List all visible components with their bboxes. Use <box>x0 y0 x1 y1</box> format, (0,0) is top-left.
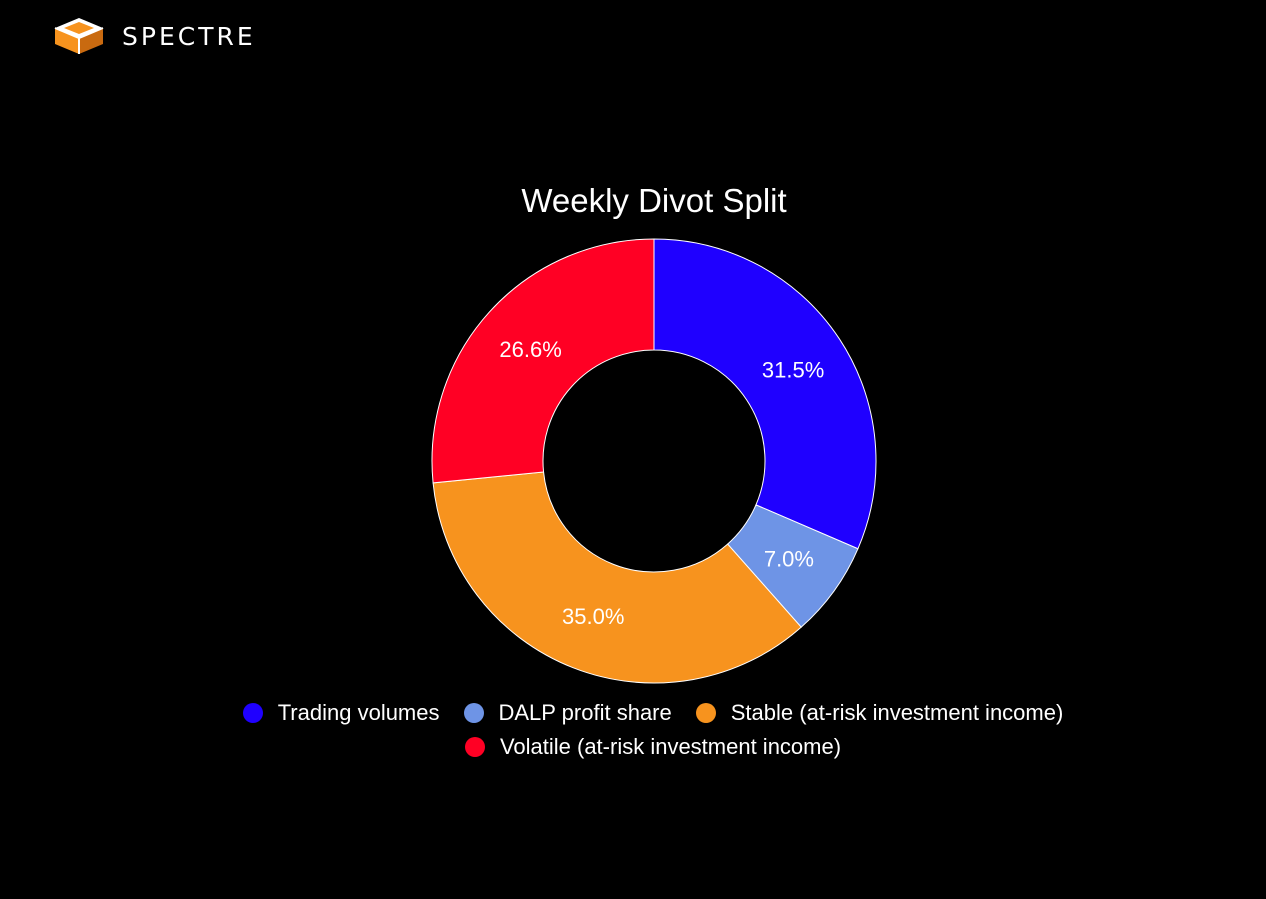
slice-label-trading-volumes: 31.5% <box>762 357 824 382</box>
cube-icon <box>54 18 104 54</box>
slice-volatile-at-risk-investment-income <box>431 238 655 484</box>
legend-swatch <box>463 703 484 723</box>
legend-label: Volatile (at-risk investment income) <box>499 734 842 759</box>
slice-stable-at-risk-investment-income <box>432 471 802 684</box>
legend-item-trading-volumes: Trading volumes <box>242 700 440 726</box>
slice-label-stable-at-risk-investment-income: 35.0% <box>562 604 624 629</box>
brand-name: SPECTRE <box>122 21 256 51</box>
brand-logo: SPECTRE <box>50 16 256 56</box>
legend-label: Trading volumes <box>277 700 440 725</box>
chart-title: Weekly Divot Split <box>521 182 786 219</box>
slice-trading-volumes <box>653 238 877 550</box>
slice-label-volatile-at-risk-investment-income: 26.6% <box>499 337 561 362</box>
legend-item-volatile-at-risk-investment-income: Volatile (at-risk investment income) <box>464 734 842 760</box>
legend-label: Stable (at-risk investment income) <box>730 700 1064 725</box>
legend-item-dalp-profit-share: DALP profit share <box>463 700 672 726</box>
chart-legend: Trading volumes DALP profit share Stable (… <box>183 700 1123 760</box>
slice-label-dalp-profit-share: 7.0% <box>764 547 814 572</box>
legend-swatch <box>242 703 263 723</box>
legend-swatch <box>464 737 485 757</box>
legend-label: DALP profit share <box>498 700 672 725</box>
legend-item-stable-at-risk-investment-income: Stable (at-risk investment income) <box>695 700 1064 726</box>
legend-swatch <box>695 703 716 723</box>
